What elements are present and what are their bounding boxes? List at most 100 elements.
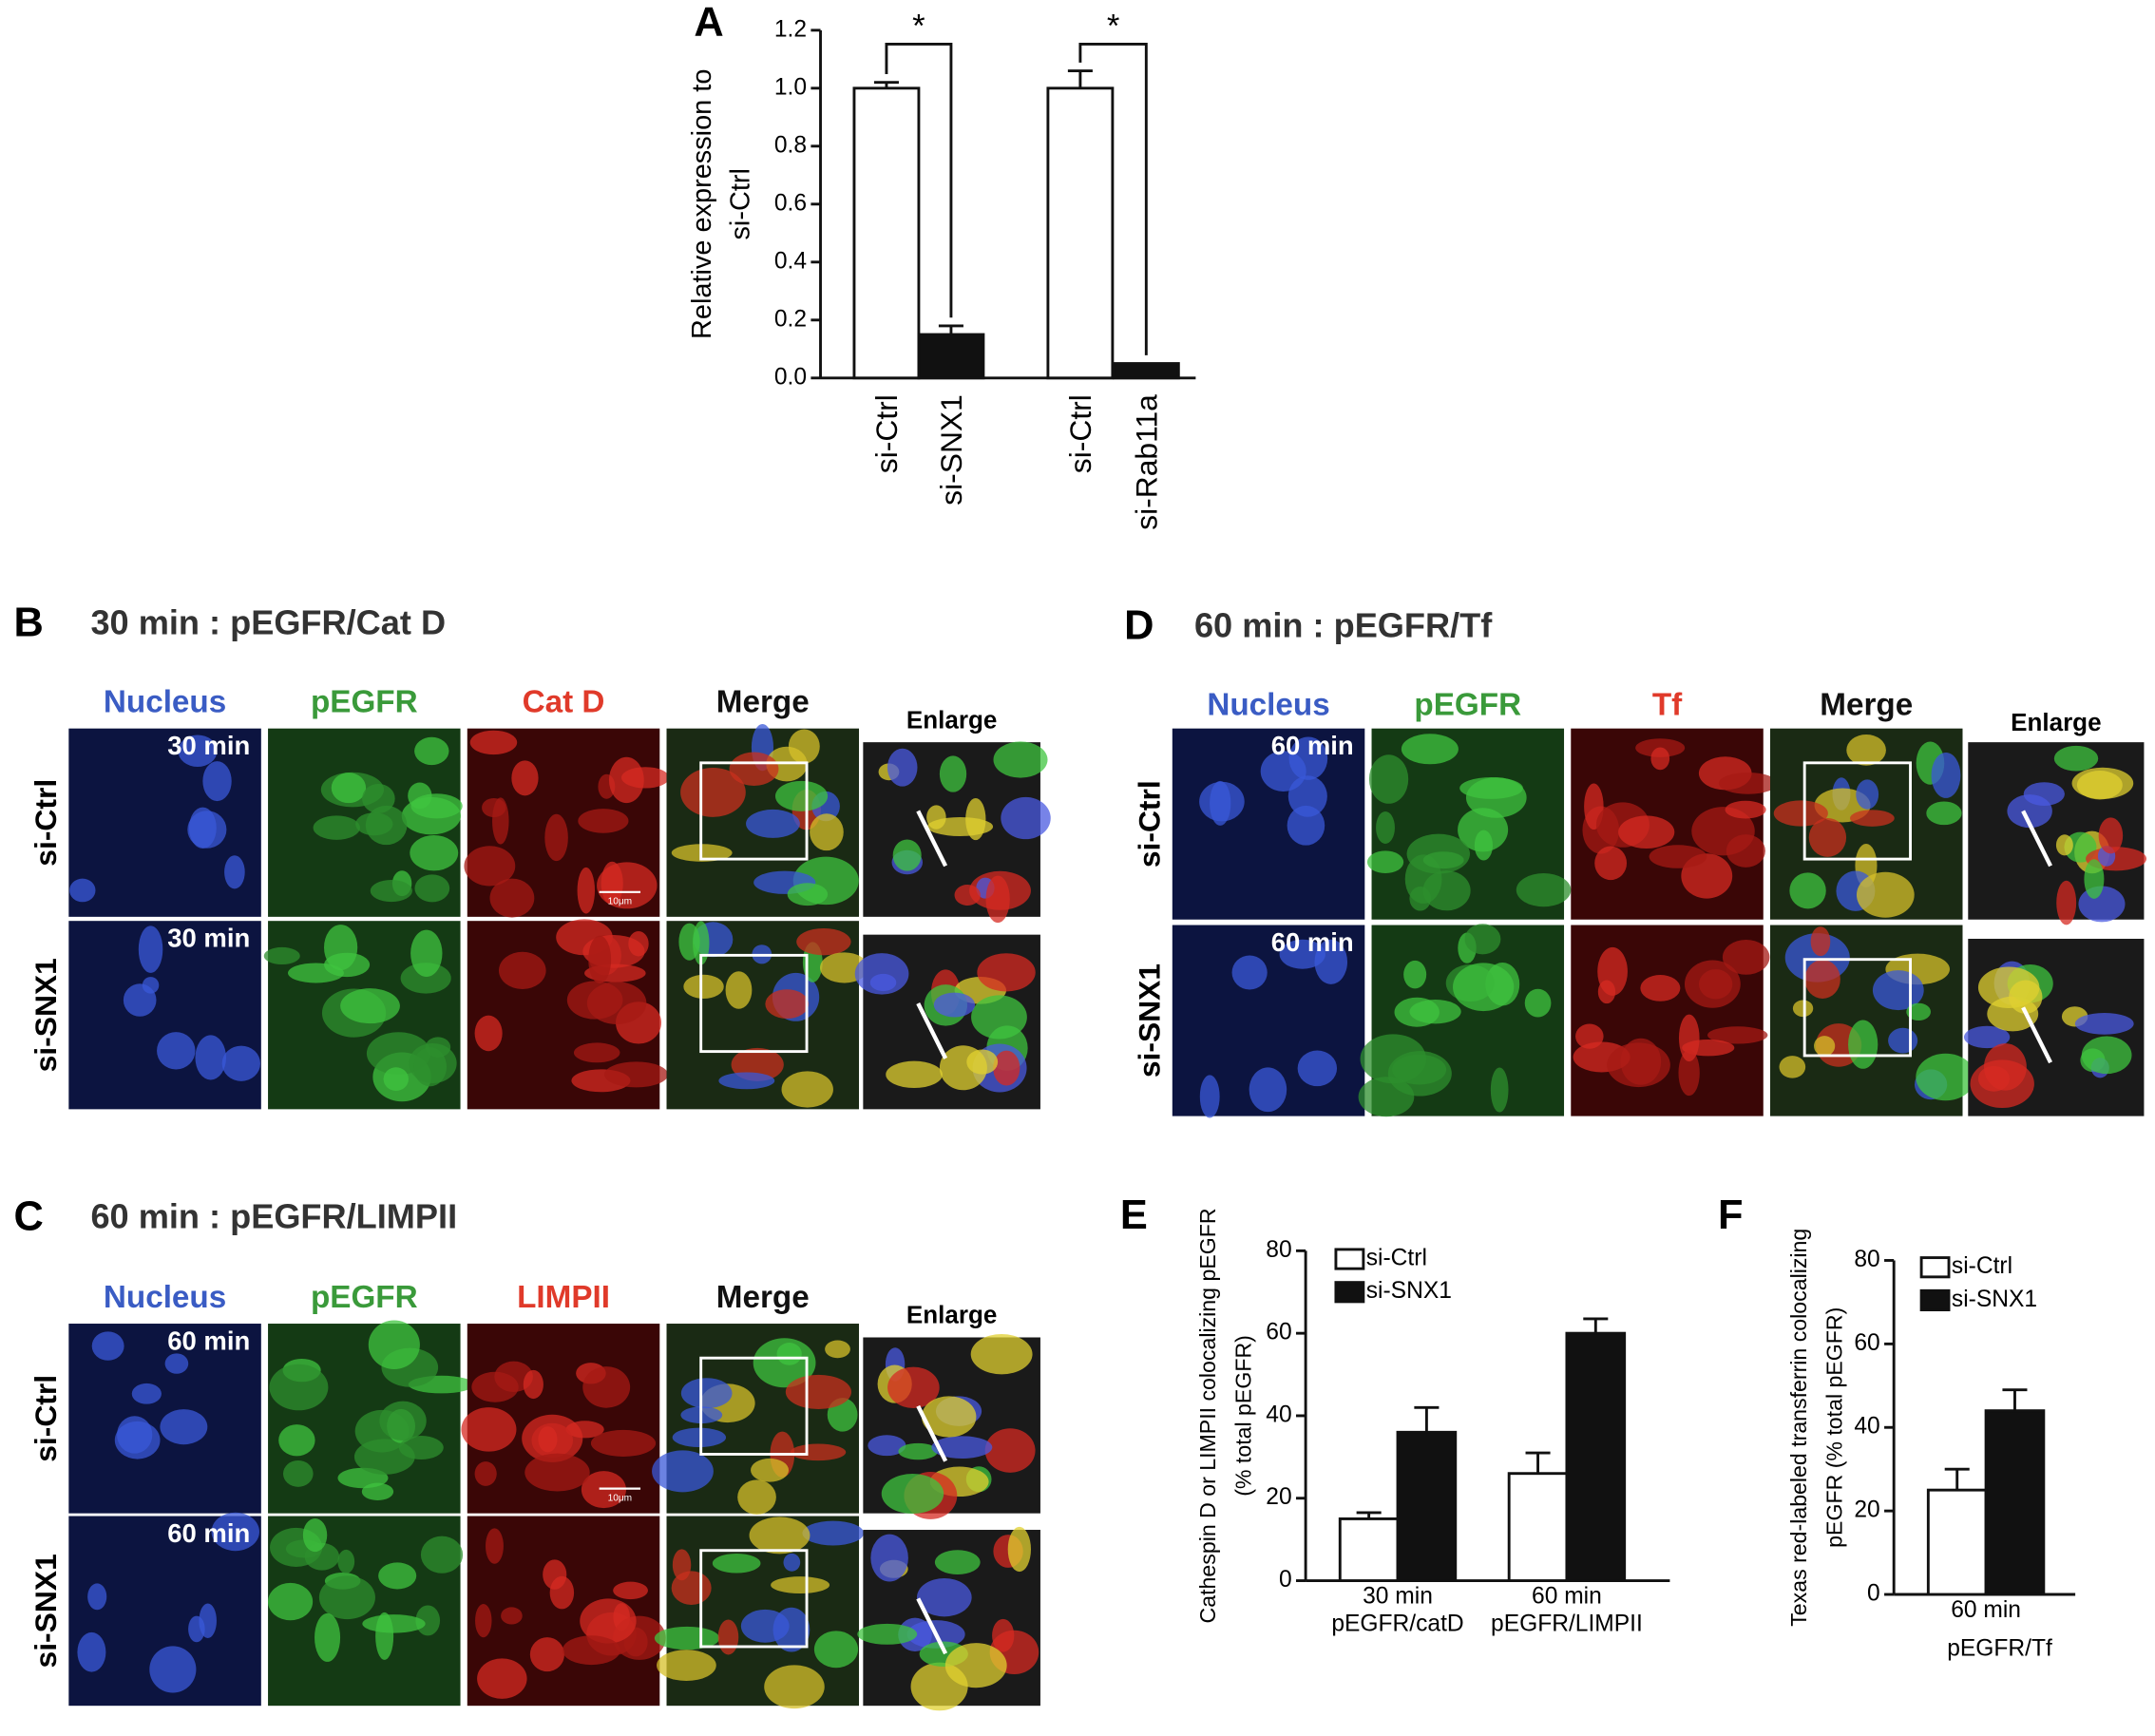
micrograph-feature (211, 1512, 259, 1552)
micrograph-feature (771, 1576, 830, 1594)
column-header: Merge (716, 684, 810, 719)
micrograph-feature (1394, 997, 1440, 1027)
zoom-box (1802, 761, 1912, 861)
micrograph-feature (802, 1520, 865, 1546)
micrograph-feature (2074, 1012, 2134, 1035)
arrow (916, 1404, 948, 1462)
micrograph-feature (501, 1607, 523, 1625)
zoom-box (699, 761, 809, 861)
micrograph-feature (269, 1364, 329, 1411)
bar (1338, 1517, 1400, 1582)
micrograph-feature (1465, 777, 1527, 818)
micrograph-feature (1678, 1049, 1700, 1097)
y-tick-label: 0.8 (774, 132, 807, 158)
micrograph-feature (1618, 815, 1675, 849)
micrograph-feature (577, 867, 596, 914)
micrograph-feature (77, 1631, 106, 1672)
micrograph-feature (221, 1045, 261, 1081)
micrograph-feature (370, 880, 412, 903)
micrograph-feature (628, 930, 649, 957)
micrograph-feature (469, 730, 518, 755)
micrograph-feature (1773, 800, 1828, 827)
arrow (916, 1002, 948, 1059)
micrograph-feature (461, 1407, 517, 1452)
panel-label: A (694, 0, 723, 46)
micrograph-feature (680, 767, 746, 817)
micrograph-feature (1718, 773, 1778, 794)
x-tick-label: 60 min (1951, 1597, 2021, 1623)
micrograph-feature (324, 952, 371, 978)
micrograph-feature (1358, 1077, 1415, 1117)
micrograph-feature (368, 1320, 420, 1369)
arrow (2021, 1006, 2053, 1064)
zoom-box (699, 953, 809, 1054)
significance-bracket (885, 43, 953, 318)
micrograph-feature (939, 755, 967, 792)
micrograph-feature (1850, 810, 1895, 827)
x-tick-label: si-SNX1 (934, 394, 968, 506)
micrograph-feature (318, 1575, 375, 1620)
micrograph-feature (313, 815, 360, 840)
micrograph-feature (160, 1409, 208, 1445)
micrograph-feature (1594, 846, 1628, 881)
micrograph-feature (477, 1658, 527, 1699)
bar (1046, 86, 1115, 380)
column-header: LIMPII (517, 1280, 610, 1315)
micrograph-feature (652, 1450, 714, 1493)
micrograph-feature (944, 1643, 1007, 1688)
micrograph-feature (886, 1060, 943, 1089)
micrograph-feature (680, 1378, 733, 1409)
legend-swatch (1334, 1281, 1365, 1304)
x-axis-label: pEGFR/Tf (1947, 1635, 2052, 1661)
time-label: 60 min (1271, 731, 1354, 760)
legend-label: si-Ctrl (1952, 1253, 2012, 1279)
micrograph-feature (485, 1528, 504, 1564)
micrograph-feature (1848, 1020, 1878, 1069)
x-tick-label: 60 min (1532, 1583, 1602, 1609)
micrograph-feature (263, 946, 300, 965)
time-label: 30 min (167, 924, 250, 953)
row-label: si-SNX1 (1133, 963, 1167, 1078)
arrow (916, 1597, 948, 1655)
micrograph-feature (746, 809, 800, 838)
micrograph-feature (774, 780, 829, 811)
y-tick-label: 20 (1266, 1484, 1291, 1510)
micrograph-feature (764, 1665, 825, 1709)
micrograph-feature (1607, 1042, 1670, 1088)
micrograph-feature (337, 1549, 355, 1574)
micrograph-feature (729, 752, 779, 786)
y-tick-label: 1.2 (774, 16, 807, 42)
micrograph-feature (282, 1459, 314, 1487)
micrograph-feature (970, 1333, 1033, 1375)
micrograph-feature (1490, 1067, 1509, 1113)
micrograph-feature (2081, 1036, 2132, 1075)
micrograph-feature (69, 878, 96, 903)
micrograph-feature (1376, 811, 1395, 844)
bar (1112, 362, 1180, 380)
bar (917, 333, 985, 380)
micrograph-feature (383, 1067, 409, 1091)
micrograph-feature (825, 1340, 850, 1359)
micrograph-feature (718, 1072, 775, 1090)
bar (1396, 1430, 1458, 1582)
micrograph-feature (857, 1623, 918, 1645)
micrograph-feature (1314, 939, 1348, 984)
micrograph-feature (608, 756, 644, 804)
micrograph-feature (400, 963, 451, 994)
micrograph-feature (524, 1453, 590, 1492)
column-header: Enlarge (906, 1301, 997, 1329)
micrograph-feature (1366, 850, 1404, 874)
column-header: pEGFR (311, 1280, 418, 1315)
zoom-box (1802, 958, 1912, 1058)
panel-title: 60 min : pEGFR/Tf (1194, 606, 1493, 645)
panel-label: C (13, 1194, 43, 1240)
y-tick-label: 60 (1266, 1320, 1291, 1345)
micrograph-feature (2056, 880, 2077, 925)
bar (1926, 1488, 1988, 1596)
micrograph-feature (195, 1035, 226, 1080)
micrograph-feature (993, 1050, 1020, 1086)
micrograph-feature (398, 1436, 444, 1459)
micrograph-feature (425, 1037, 451, 1058)
y-tick-label: 0 (1867, 1581, 1880, 1607)
micrograph-feature (414, 874, 450, 903)
